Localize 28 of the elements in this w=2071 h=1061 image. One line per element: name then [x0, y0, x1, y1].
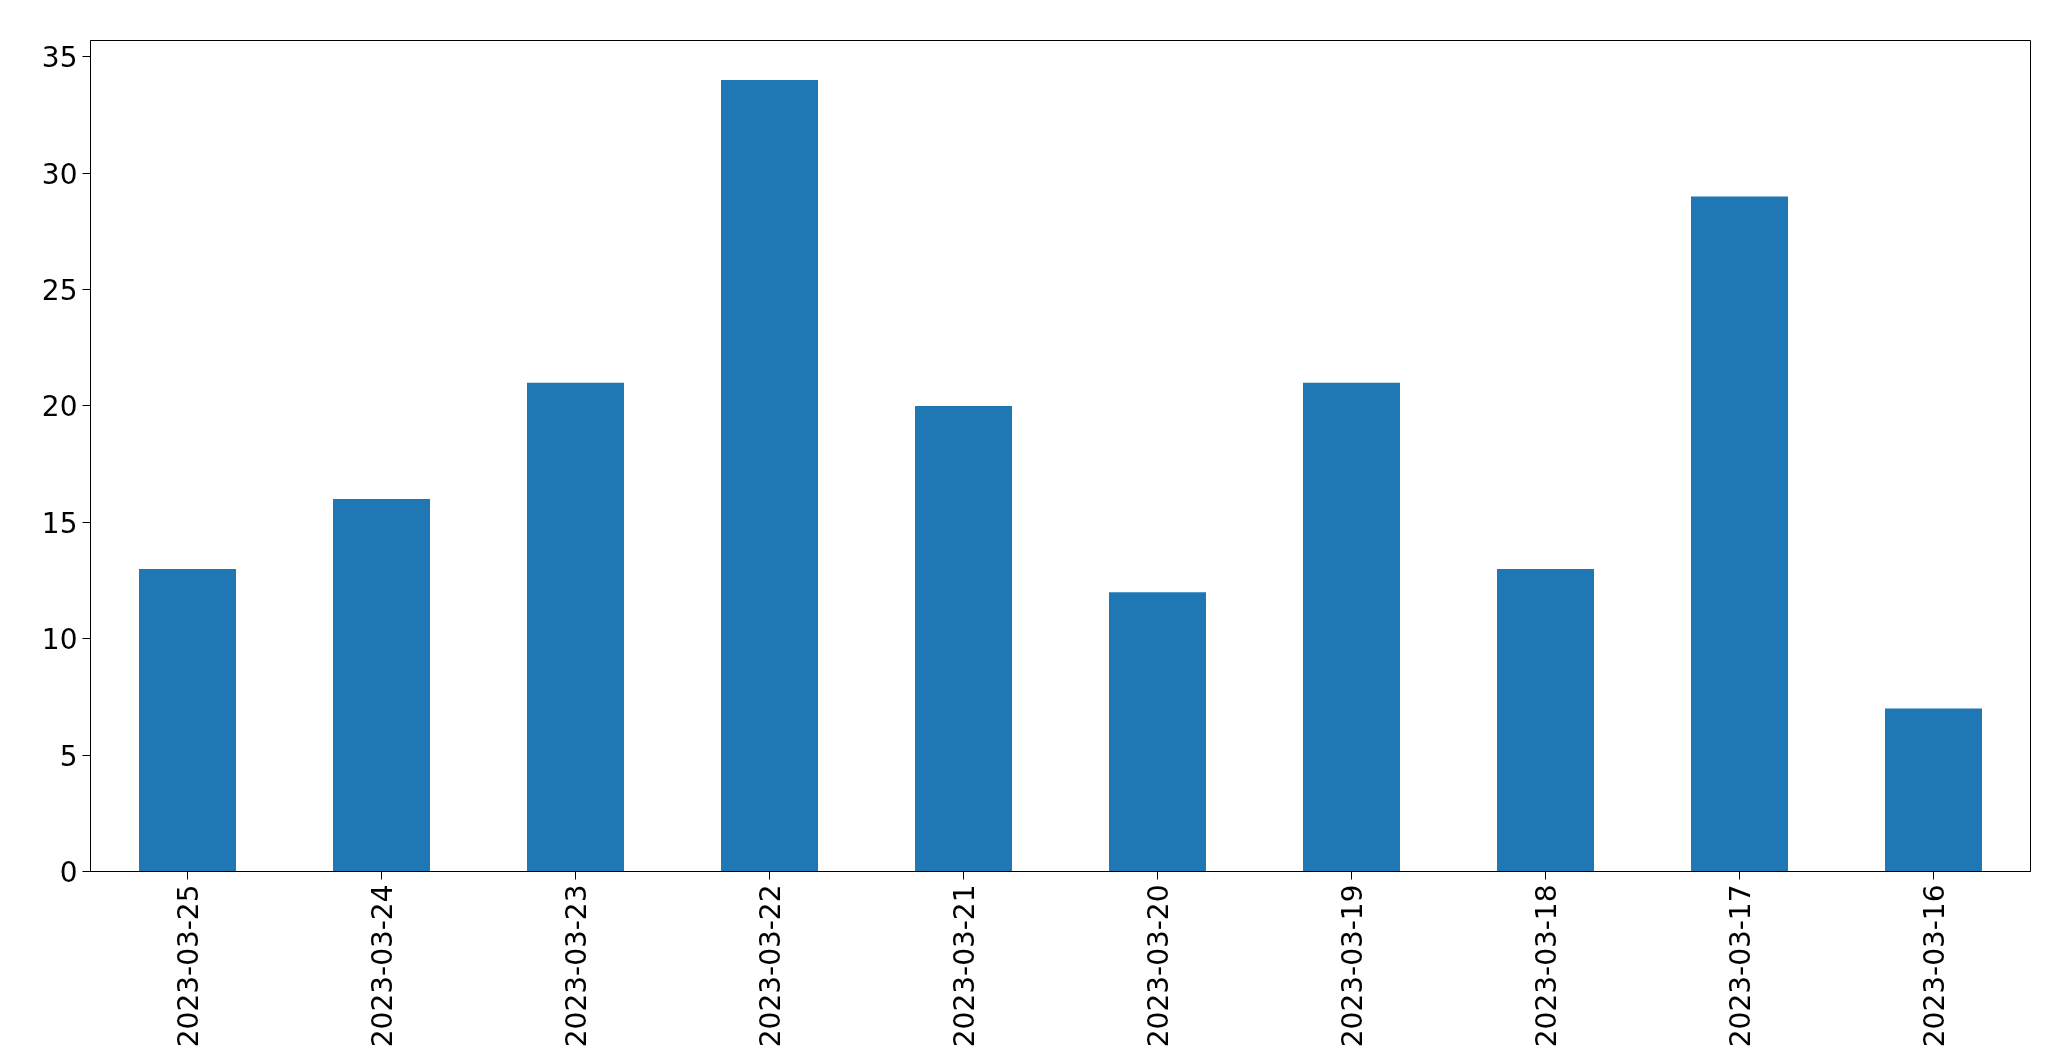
bar — [1497, 568, 1594, 872]
bar — [333, 499, 430, 872]
x-tick-label: 2023-03-23 — [560, 884, 593, 1048]
y-tick-label: 15 — [41, 506, 78, 540]
bar — [139, 568, 236, 872]
bar — [1303, 382, 1400, 872]
x-tick-label: 2023-03-16 — [1918, 884, 1951, 1048]
bar — [1885, 708, 1982, 872]
bar — [1691, 196, 1788, 872]
bar — [527, 382, 624, 872]
x-tick-label: 2023-03-22 — [754, 884, 787, 1048]
y-tick-label: 25 — [41, 274, 78, 308]
x-tick-label: 2023-03-25 — [172, 884, 205, 1048]
x-tick-label: 2023-03-18 — [1530, 884, 1563, 1048]
x-tick-label: 2023-03-21 — [948, 884, 981, 1048]
x-tick-label: 2023-03-19 — [1336, 884, 1369, 1048]
x-tick-label: 2023-03-24 — [366, 884, 399, 1048]
bar — [1109, 592, 1206, 872]
y-tick-label: 5 — [59, 739, 78, 773]
bar — [915, 405, 1012, 872]
y-tick-label: 35 — [41, 41, 78, 75]
x-tick-label: 2023-03-20 — [1142, 884, 1175, 1048]
bar — [721, 80, 818, 872]
x-tick-label: 2023-03-17 — [1724, 884, 1757, 1048]
y-tick-label: 0 — [59, 856, 78, 889]
y-tick-label: 30 — [41, 157, 78, 191]
y-tick-label: 10 — [41, 623, 78, 657]
y-tick-label: 20 — [41, 390, 78, 424]
